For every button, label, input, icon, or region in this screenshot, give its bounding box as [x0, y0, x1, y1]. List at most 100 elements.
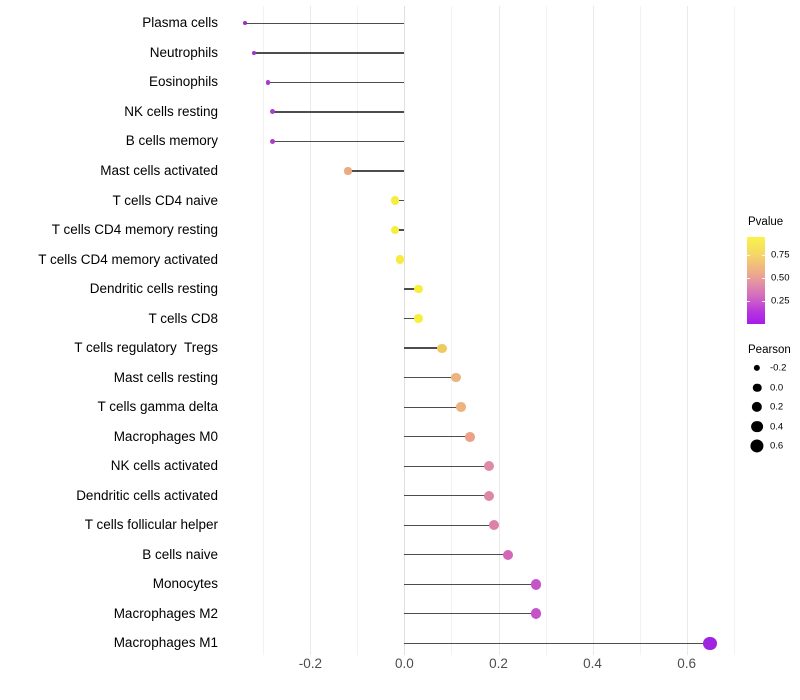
lollipop-dot: [530, 608, 542, 620]
y-axis-label: Macrophages M0: [113, 428, 218, 444]
major-gridline: [686, 6, 688, 655]
lollipop-stem: [404, 524, 494, 526]
pearson-legend-title: Pearson: [748, 344, 791, 356]
lollipop-dot: [484, 461, 495, 472]
lollipop-dot: [395, 255, 404, 264]
pearson-size-label: 0.0: [770, 382, 784, 393]
pearson-size-dot: [751, 420, 763, 433]
y-axis-label: B cells naive: [142, 546, 218, 562]
y-axis-label: T cells regulatory Tregs: [74, 340, 218, 356]
y-axis-label: T cells gamma delta: [97, 399, 218, 415]
y-axis-label: Macrophages M1: [113, 635, 218, 651]
lollipop-dot: [270, 109, 276, 115]
y-axis-label: Mast cells activated: [100, 163, 218, 178]
minor-gridline: [263, 6, 265, 655]
lollipop-dot: [488, 520, 499, 531]
lollipop-stem: [395, 199, 405, 202]
lollipop-stem: [404, 406, 461, 408]
major-gridline: [498, 6, 500, 655]
pvalue-tick-mark: [747, 300, 750, 302]
y-axis-label: T cells CD4 memory activated: [38, 251, 218, 267]
x-axis-tick-label: 0.6: [677, 656, 696, 671]
pvalue-colorbar: [747, 237, 765, 324]
lollipop-stem: [404, 347, 442, 349]
pearson-size-dot: [751, 401, 763, 413]
lollipop-stem: [404, 317, 419, 320]
pvalue-tick-mark: [762, 277, 765, 279]
major-gridline: [310, 6, 312, 655]
lollipop-stem: [268, 81, 405, 84]
pearson-size-label: 0.4: [770, 421, 784, 432]
x-axis-tick-label: 0.0: [395, 656, 414, 671]
lollipop-stem: [348, 170, 405, 172]
y-axis-label: T cells CD4 memory resting: [51, 222, 218, 238]
lollipop-dot: [465, 431, 476, 442]
lollipop-stem: [404, 465, 489, 467]
lollipop-stem: [395, 229, 405, 231]
lollipop-dot: [484, 490, 495, 501]
x-axis-tick-label: 0.4: [583, 656, 602, 671]
pvalue-tick-label: 0.25: [771, 295, 790, 306]
pvalue-tick-label: 0.75: [771, 249, 790, 261]
lollipop-stem: [404, 288, 419, 290]
lollipop-stem: [404, 554, 508, 556]
lollipop-dot: [390, 225, 400, 235]
y-axis-label: Neutrophils: [149, 44, 218, 60]
pvalue-tick-mark: [762, 255, 765, 257]
y-axis-label: Macrophages M2: [113, 605, 218, 621]
lollipop-stem: [404, 613, 537, 615]
lollipop-stem: [404, 376, 457, 379]
lollipop-dot: [414, 284, 423, 294]
lollipop-dot: [502, 549, 514, 560]
pvalue-legend-title: Pvalue: [748, 216, 784, 228]
y-axis-label: Dendritic cells activated: [76, 487, 218, 503]
y-axis-label: NK cells resting: [124, 103, 218, 119]
pvalue-tick-mark: [747, 277, 750, 279]
y-axis-label: NK cells activated: [110, 458, 218, 474]
pearson-size-label: 0.6: [770, 440, 784, 452]
pearson-size-label: -0.2: [770, 362, 787, 374]
pearson-size-dot: [752, 383, 762, 392]
lollipop-dot: [451, 372, 461, 383]
lollipop-dot: [390, 196, 400, 205]
pearson-size-label: 0.2: [770, 401, 784, 413]
x-axis-tick-label: 0.2: [489, 656, 508, 671]
lollipop-dot: [456, 402, 466, 412]
minor-gridline: [639, 6, 641, 655]
lollipop-dot: [270, 138, 276, 144]
pvalue-tick-mark: [762, 300, 765, 302]
lollipop-stem: [404, 583, 537, 585]
y-axis-label: Monocytes: [152, 576, 218, 592]
lollipop-stem: [404, 495, 489, 497]
lollipop-dot: [265, 80, 271, 85]
y-axis-label: Mast cells resting: [113, 369, 218, 385]
y-axis-label: T cells CD4 naive: [112, 192, 218, 208]
lollipop-dot: [344, 167, 352, 175]
pearson-size-dot: [753, 364, 761, 372]
lollipop-stem: [272, 111, 405, 113]
minor-gridline: [357, 6, 359, 655]
major-gridline: [404, 6, 406, 655]
y-axis-label: Dendritic cells resting: [89, 281, 218, 297]
lollipop-dot: [530, 578, 542, 590]
y-axis-label: T cells follicular helper: [84, 517, 218, 533]
y-axis-label: B cells memory: [125, 133, 218, 149]
major-gridline: [592, 6, 594, 655]
pvalue-tick-mark: [747, 255, 750, 257]
y-axis-label: Eosinophils: [148, 74, 218, 90]
lollipop-dot: [703, 636, 717, 650]
pearson-size-dot: [750, 439, 764, 453]
minor-gridline: [545, 6, 547, 655]
lollipop-stem: [244, 22, 405, 25]
lollipop-dot: [414, 314, 423, 323]
y-axis-label: Plasma cells: [142, 15, 218, 31]
y-axis-label: T cells CD8: [148, 310, 218, 326]
lollipop-stem: [404, 642, 711, 644]
minor-gridline: [451, 6, 453, 655]
lollipop-dot: [242, 21, 247, 26]
lollipop-stem: [272, 140, 405, 143]
lollipop-dot: [251, 50, 257, 56]
lollipop-stem: [253, 52, 405, 54]
lollipop-dot: [437, 343, 447, 353]
